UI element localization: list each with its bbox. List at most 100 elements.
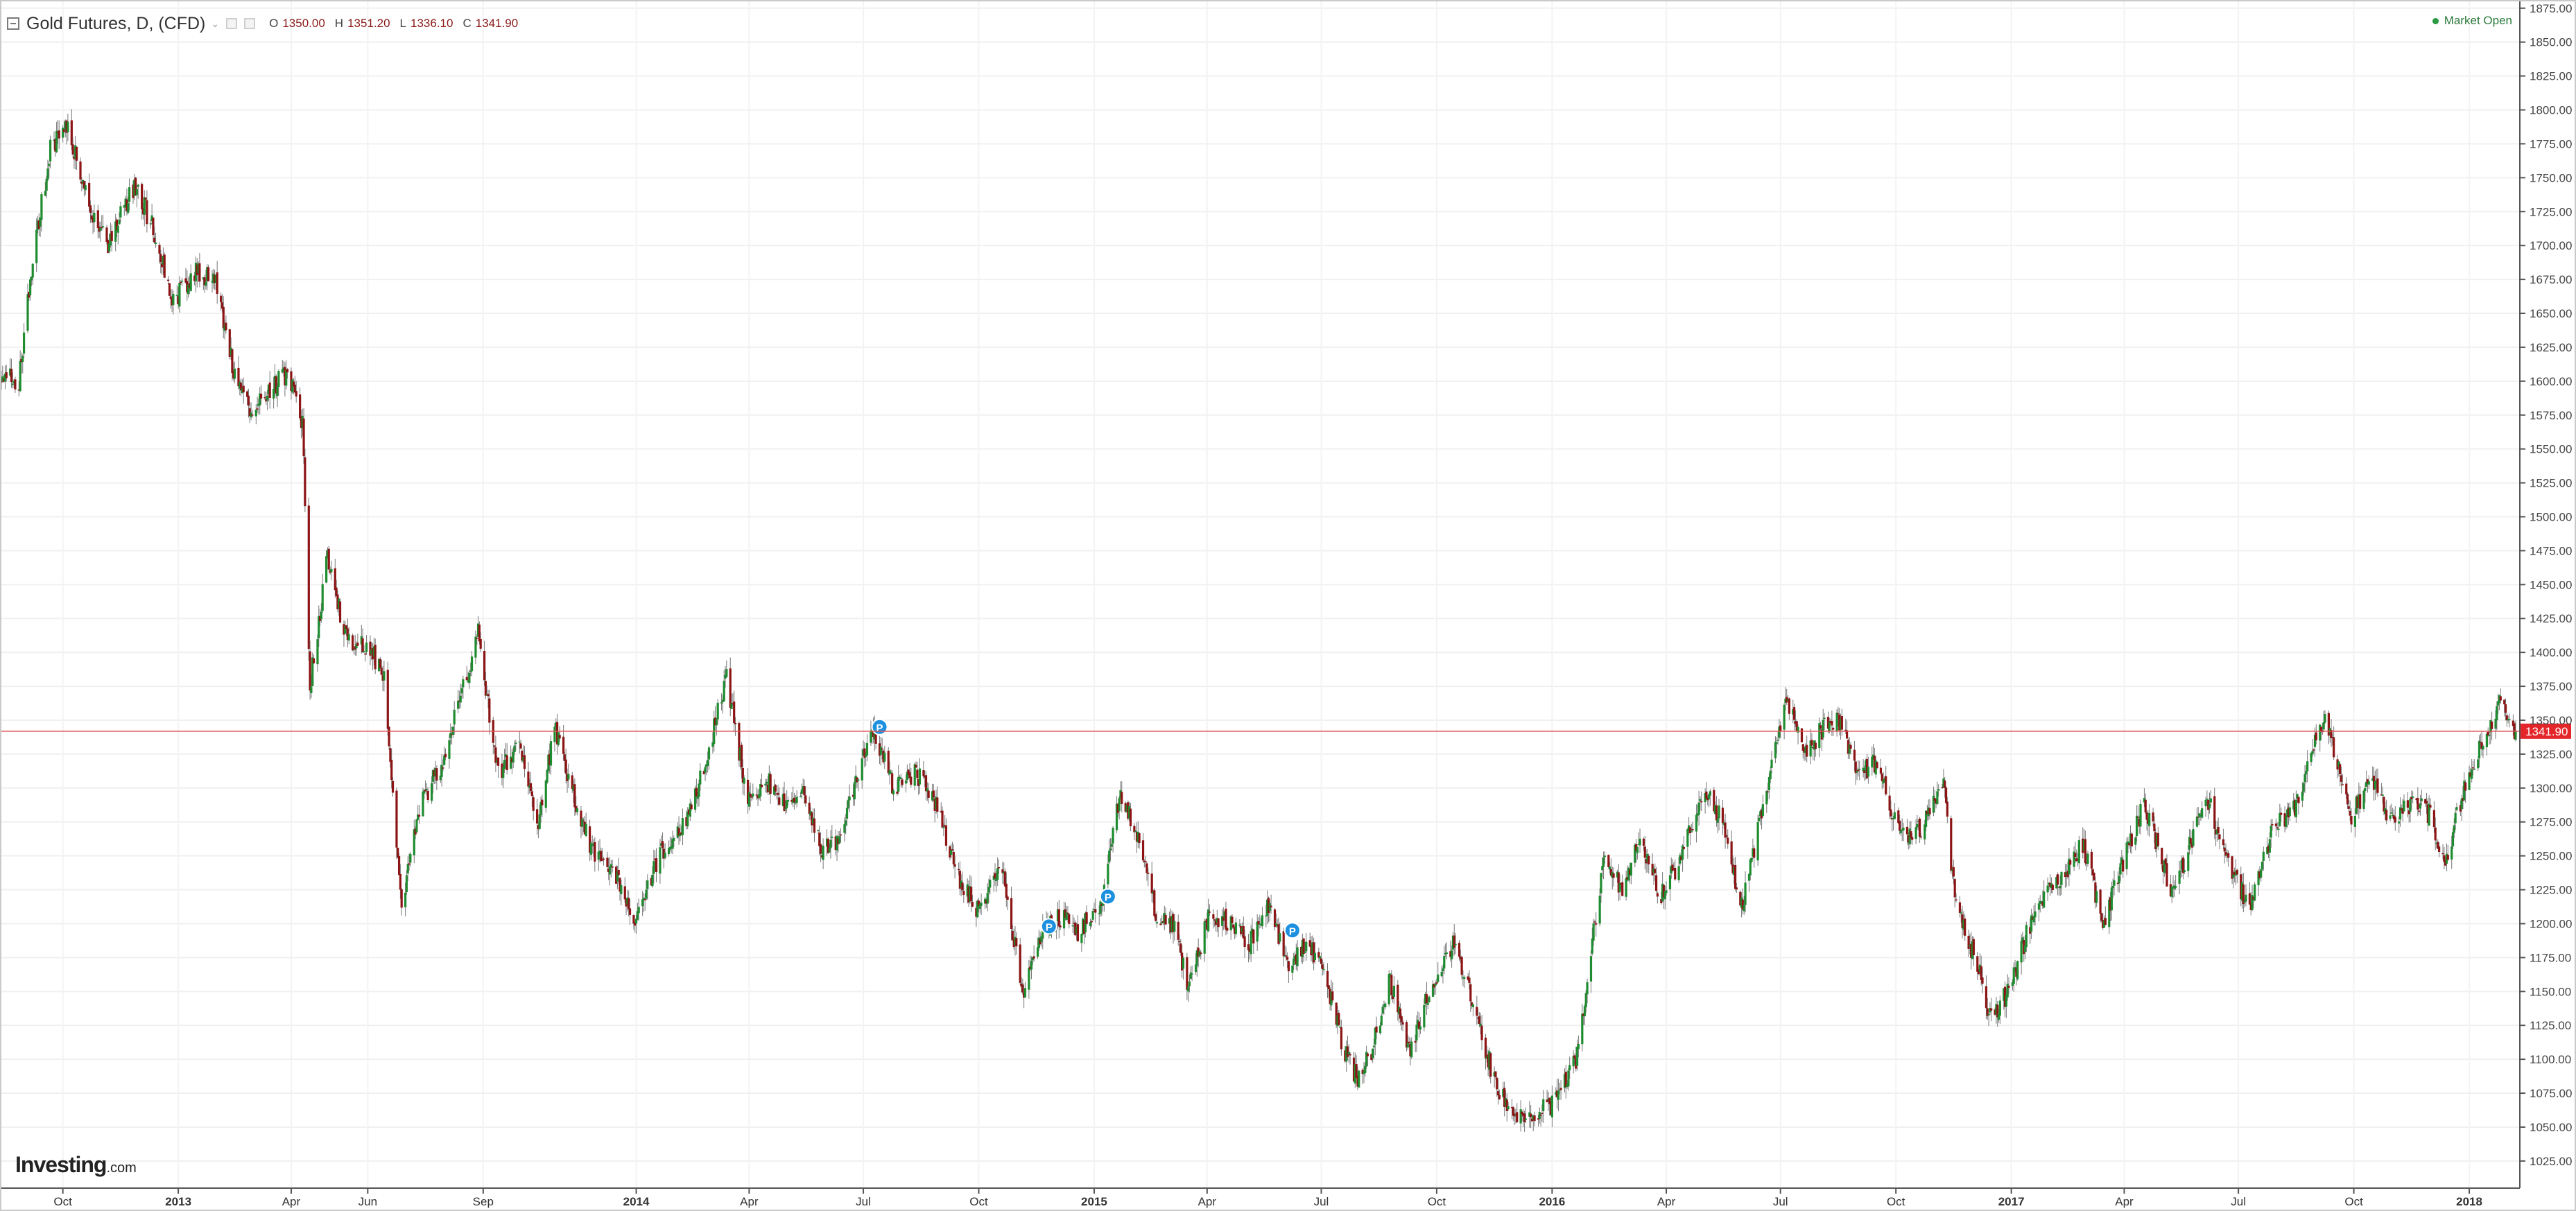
candle-up — [1809, 740, 1812, 757]
candle-up — [2188, 837, 2191, 850]
candle-down — [1321, 964, 1324, 970]
low-label: L — [399, 17, 406, 30]
candle-up — [705, 764, 708, 767]
candle-up — [1661, 883, 1664, 902]
candle-down — [2372, 776, 2376, 790]
candle-down — [1273, 909, 1277, 927]
candle-up — [1098, 913, 1100, 914]
candle-up — [128, 187, 131, 202]
candle-up — [1709, 791, 1711, 796]
candle-down — [259, 393, 263, 399]
candle-up — [1279, 933, 1281, 942]
investing-logo[interactable]: Investing.com — [15, 1152, 137, 1178]
candle-down — [1076, 924, 1080, 941]
y-tick-label: 1175.00 — [2530, 951, 2571, 964]
candle-up — [2011, 982, 2014, 986]
candle-up — [1784, 698, 1787, 703]
candle-up — [667, 848, 671, 855]
candle-up — [2390, 812, 2393, 814]
x-tick-label: Jul — [1773, 1195, 1788, 1208]
candle-down — [856, 777, 858, 783]
candle-down — [1390, 975, 1393, 995]
candle-up — [1036, 947, 1039, 957]
settings-icon[interactable] — [226, 18, 238, 29]
candle-up — [1115, 803, 1118, 830]
candle-down — [910, 776, 913, 785]
candle-up — [2311, 751, 2314, 755]
candle-down — [1672, 868, 1675, 871]
candle-down — [2144, 799, 2147, 812]
candle-up — [2257, 871, 2260, 885]
candle-down — [2331, 737, 2334, 738]
candle-down — [17, 389, 20, 391]
candle-up — [2398, 821, 2401, 824]
chevron-down-icon[interactable]: ⌄ — [211, 17, 220, 29]
candle-up — [2046, 885, 2049, 893]
time-axis[interactable]: Oct 2013 Apr Jun Sep 2014 Apr Jul Oct 2015 Apr Jul O… — [1, 1187, 2520, 1208]
candle-down — [354, 646, 356, 650]
candle-down — [1252, 929, 1255, 944]
candle-down — [594, 842, 596, 862]
candle-down — [458, 700, 461, 702]
candle-up — [404, 892, 407, 907]
candle-up — [320, 611, 322, 620]
candle-up — [2375, 780, 2378, 784]
candle-up — [114, 221, 117, 242]
candle-down — [749, 794, 752, 797]
candle-down — [1891, 818, 1894, 820]
candle-down — [1458, 943, 1461, 957]
close-icon[interactable] — [244, 18, 256, 29]
y-tick-label: 1300.00 — [2530, 782, 2572, 795]
candle-up — [671, 839, 674, 849]
candle-up — [1740, 897, 1743, 908]
candle-up — [1978, 964, 1981, 973]
candle-down — [601, 860, 604, 861]
x-tick-label: 2016 — [1539, 1195, 1565, 1208]
candle-down — [702, 771, 705, 774]
candle-up — [707, 760, 709, 766]
candle-up — [211, 281, 214, 283]
candle-up — [1848, 744, 1851, 754]
candle-down — [967, 886, 970, 903]
candle-up — [1451, 950, 1453, 959]
candle-down — [580, 810, 582, 827]
candle-down — [408, 863, 410, 865]
candle-up — [799, 796, 802, 798]
price-axis[interactable]: 1025.001050.001075.001100.001125.001150.… — [2519, 1, 2572, 1188]
candle-down — [1753, 848, 1756, 858]
candle-up — [2060, 871, 2063, 885]
candle-down — [153, 237, 156, 243]
candle-up — [1681, 845, 1684, 860]
candle-down — [1090, 921, 1093, 923]
candle-down — [588, 826, 591, 853]
symbol-title[interactable]: Gold Futures, D, (CFD) — [26, 13, 206, 33]
candle-down — [537, 825, 540, 830]
candle-up — [935, 796, 937, 810]
candle-down — [944, 825, 948, 846]
candle-down — [2066, 871, 2069, 878]
candle-down — [2341, 784, 2344, 785]
candle-down — [346, 628, 349, 641]
candle-up — [591, 843, 594, 846]
candle-up — [1119, 790, 1122, 799]
candle-up — [899, 778, 902, 779]
candle-down — [1005, 883, 1008, 898]
candle-up — [1584, 993, 1587, 1008]
candle-down — [386, 670, 389, 729]
candle-down — [1197, 948, 1200, 957]
candle-up — [1419, 1026, 1422, 1030]
candle-down — [687, 809, 691, 815]
candle-up — [1695, 814, 1698, 832]
candle-up — [460, 688, 463, 694]
candle-down — [2031, 916, 2034, 920]
candle-down — [1620, 882, 1623, 885]
candle-down — [180, 281, 182, 284]
candle-down — [3, 378, 6, 382]
collapse-icon[interactable] — [7, 17, 19, 30]
candle-down — [5, 372, 8, 378]
candle-down — [2271, 824, 2274, 826]
candle-down — [141, 184, 144, 209]
candle-down — [1222, 916, 1225, 921]
candle-down — [1144, 861, 1147, 862]
